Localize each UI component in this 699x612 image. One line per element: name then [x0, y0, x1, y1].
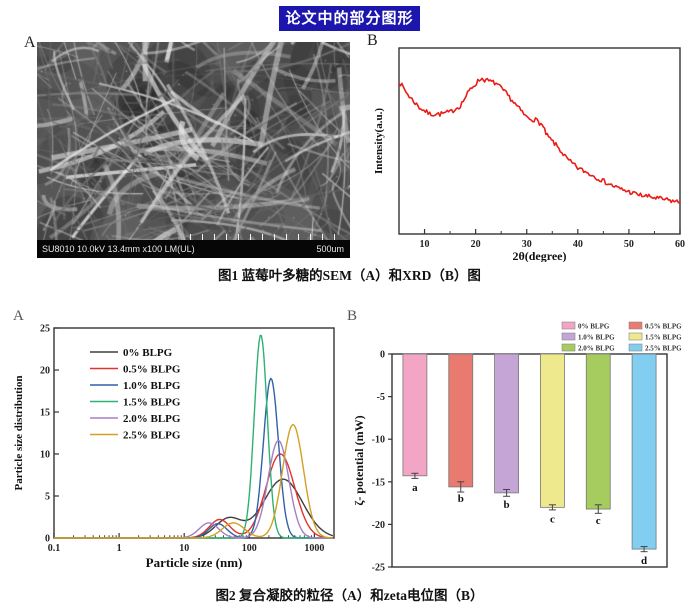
zeta-legend-label: 2.5% BLPG	[645, 345, 682, 353]
particle-legend-label: 0.5% BLPG	[123, 364, 181, 376]
xrd-x-tick-label: 20	[471, 239, 481, 250]
zeta-bar	[494, 353, 519, 494]
zeta-legend-swatch	[628, 332, 643, 341]
particle-y-tick-label: 5	[45, 492, 50, 503]
zeta-legend-swatch	[561, 332, 576, 341]
sem-micrograph	[37, 42, 350, 240]
sem-image: SU8010 10.0kV 13.4mm x100 LM(UL) 500um	[37, 42, 350, 258]
particle-x-tick-label: 1000	[304, 543, 324, 554]
zeta-legend-label: 0% BLPG	[578, 323, 610, 331]
xrd-x-tick-label: 40	[573, 239, 583, 250]
xrd-curve	[398, 77, 681, 204]
xrd-x-tick-label: 30	[522, 239, 532, 250]
particle-legend-label: 2.0% BLPG	[123, 413, 181, 425]
fig1-panel-a-label: A	[24, 34, 36, 51]
zeta-sig-letter: c	[550, 513, 555, 525]
sem-instrument-text: SU8010 10.0kV 13.4mm x100 LM(UL)	[42, 244, 195, 254]
particle-x-tick-label: 0.1	[48, 543, 61, 554]
page-title: 论文中的部分图形	[279, 6, 420, 31]
particle-legend-label: 1.0% BLPG	[123, 380, 181, 392]
xrd-ylabel: Intensity(a.u.)	[373, 108, 385, 174]
xrd-x-tick-label: 10	[420, 239, 430, 250]
particle-legend-label: 2.5% BLPG	[123, 430, 181, 442]
particle-x-tick-label: 1	[117, 543, 122, 554]
zeta-plot-frame	[391, 353, 668, 568]
sem-scale-ruler	[190, 234, 340, 240]
particle-y-tick-label: 15	[40, 408, 50, 419]
zeta-y-tick-label: -20	[372, 520, 385, 531]
particle-y-tick-label: 0	[45, 534, 50, 545]
particle-y-tick-label: 25	[40, 324, 50, 335]
particle-x-tick-label: 100	[242, 543, 257, 554]
zeta-ylabel: ζ- potential (mW)	[352, 415, 366, 505]
zeta-legend-swatch	[628, 321, 643, 330]
particle-ylabel: Particle size distribution	[13, 376, 25, 491]
zeta-legend-swatch	[628, 343, 643, 352]
zeta-legend-swatch	[561, 343, 576, 352]
xrd-x-tick-label: 50	[624, 239, 634, 250]
zeta-y-tick-label: 0	[380, 350, 385, 361]
fig1-panel-b-label: B	[367, 32, 378, 49]
particle-xlabel: Particle size (nm)	[146, 555, 243, 570]
xrd-chart: 10 20 30 40 50 60 2θ(degree) Intensity(a.u.)	[373, 47, 685, 262]
zeta-legend-label: 2.0% BLPG	[578, 345, 615, 353]
zeta-bar	[631, 353, 657, 550]
zeta-sig-letter: b	[504, 499, 510, 511]
particle-series-curve	[54, 377, 333, 539]
zeta-bar	[448, 353, 474, 488]
zeta-legend-swatch	[561, 321, 576, 330]
particle-legend-label: 0% BLPG	[123, 347, 173, 359]
zeta-sig-letter: a	[412, 482, 418, 494]
fig1-caption: 图1 蓝莓叶多糖的SEM（A）和XRD（B）图	[218, 268, 481, 283]
sem-scale-label: 500um	[316, 244, 344, 254]
sem-status-bar: SU8010 10.0kV 13.4mm x100 LM(UL) 500um	[37, 234, 350, 258]
particle-size-chart: 0 5 10 15 20 25 0.1 1 10 100 1000 Particle size (nm…	[13, 324, 335, 570]
particle-x-tick-label: 10	[179, 543, 189, 554]
page-title-banner: 论文中的部分图形	[0, 6, 699, 31]
xrd-xlabel: 2θ(degree)	[512, 249, 566, 262]
zeta-sig-letter: c	[596, 515, 601, 527]
fig2-caption: 图2 复合凝胶的粒径（A）和zeta电位图（B）	[215, 588, 484, 603]
particle-plot-frame	[53, 327, 335, 539]
zeta-bar	[540, 353, 565, 508]
particle-legend-label: 1.5% BLPG	[123, 397, 181, 409]
particle-series-curve	[54, 439, 333, 539]
particle-y-tick-label: 20	[40, 366, 50, 377]
zeta-bar	[402, 353, 428, 477]
zeta-y-tick-label: -15	[372, 477, 385, 488]
particle-series-curve	[54, 334, 333, 539]
xrd-plot-frame	[398, 47, 681, 235]
zeta-y-tick-label: -10	[372, 435, 385, 446]
xrd-x-tick-label: 60	[675, 239, 685, 250]
zeta-y-tick-label: -5	[377, 392, 385, 403]
zeta-legend-label: 1.0% BLPG	[578, 334, 615, 342]
particle-series-curve	[54, 423, 333, 539]
zeta-potential-chart: 0 -5 -10 -15 -20 -25 ζ- potential (mW) a b b c c d 0%…	[352, 321, 682, 574]
fig2-panel-a-label: A	[13, 308, 24, 324]
fig2-panel-b-label: B	[347, 308, 358, 324]
zeta-sig-letter: b	[458, 493, 464, 505]
zeta-sig-letter: d	[641, 555, 647, 567]
zeta-legend-label: 0.5% BLPG	[645, 323, 682, 331]
zeta-y-tick-label: -25	[372, 563, 385, 574]
particle-series-curve	[54, 453, 333, 539]
zeta-legend-label: 1.5% BLPG	[645, 334, 682, 342]
particle-y-tick-label: 10	[40, 450, 50, 461]
zeta-bar	[585, 353, 611, 510]
